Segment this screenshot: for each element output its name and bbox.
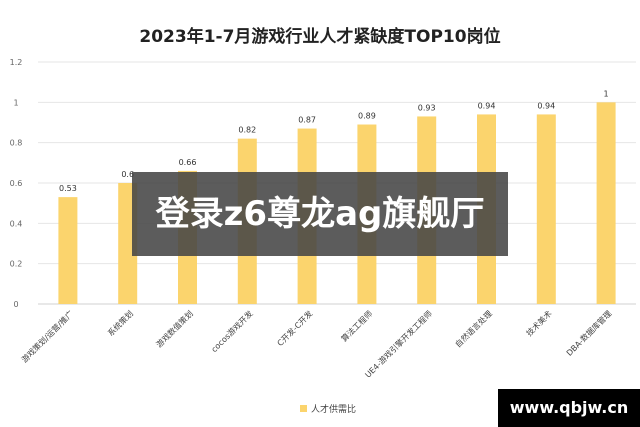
watermark-text: www.qbjw.cn (509, 398, 629, 417)
overlay-banner-text: 登录z6尊龙ag旗舰厅 (155, 194, 485, 234)
x-tick-label: 游戏数值策划 (154, 308, 195, 349)
y-tick-label: 0 (13, 300, 18, 309)
legend-label: 人才供需比 (311, 403, 356, 415)
data-label: 0.94 (478, 101, 496, 110)
chart-title: 2023年1-7月游戏行业人才紧缺度TOP10岗位 (139, 27, 501, 47)
data-label: 0.94 (537, 101, 555, 110)
watermark-banner (498, 389, 640, 427)
x-tick-label: 系统策划 (105, 308, 135, 338)
x-tick-label: 技术美术 (524, 308, 554, 338)
data-label: 0.89 (358, 112, 376, 121)
x-tick-label: 游戏策划/运营/推广 (19, 308, 75, 364)
y-axis-ticks: 0 0.2 0.4 0.6 0.8 1 1.2 (10, 58, 23, 309)
y-tick-label: 0.6 (10, 179, 23, 188)
x-tick-label: 算法工程师 (339, 308, 374, 343)
legend-swatch (300, 405, 307, 412)
data-label: 0.66 (179, 158, 197, 167)
data-label: 1 (604, 89, 609, 98)
y-tick-label: 1 (13, 98, 18, 107)
x-tick-label: 自然语言处理 (453, 308, 494, 349)
y-tick-label: 1.2 (10, 58, 23, 67)
y-tick-label: 0.8 (10, 139, 23, 148)
data-label: 0.93 (418, 103, 436, 112)
x-axis-ticks: 游戏策划/运营/推广 系统策划 游戏数值策划 cocos游戏开发 C开发-C开发 算法工程… (19, 308, 613, 379)
x-tick-label: DBA-数据库管理 (564, 308, 613, 357)
data-label: 0.53 (59, 184, 77, 193)
x-tick-label: UE4-游戏引擎开发工程师 (363, 308, 434, 379)
y-tick-label: 0.2 (10, 260, 23, 269)
data-label: 0.82 (238, 126, 256, 135)
x-tick-label: cocos游戏开发 (209, 308, 255, 354)
data-label: 0.6 (121, 170, 134, 179)
y-tick-label: 0.4 (10, 219, 23, 228)
data-labels: 0.53 0.6 0.66 0.82 0.87 0.89 0.93 0.94 0.94 1 (59, 89, 609, 193)
x-tick-label: C开发-C开发 (275, 308, 315, 348)
data-label: 0.87 (298, 116, 316, 125)
legend: 人才供需比 (300, 403, 356, 415)
bar (536, 114, 556, 304)
bar (58, 197, 78, 304)
bar (596, 102, 616, 304)
overlay-banner (132, 172, 508, 256)
